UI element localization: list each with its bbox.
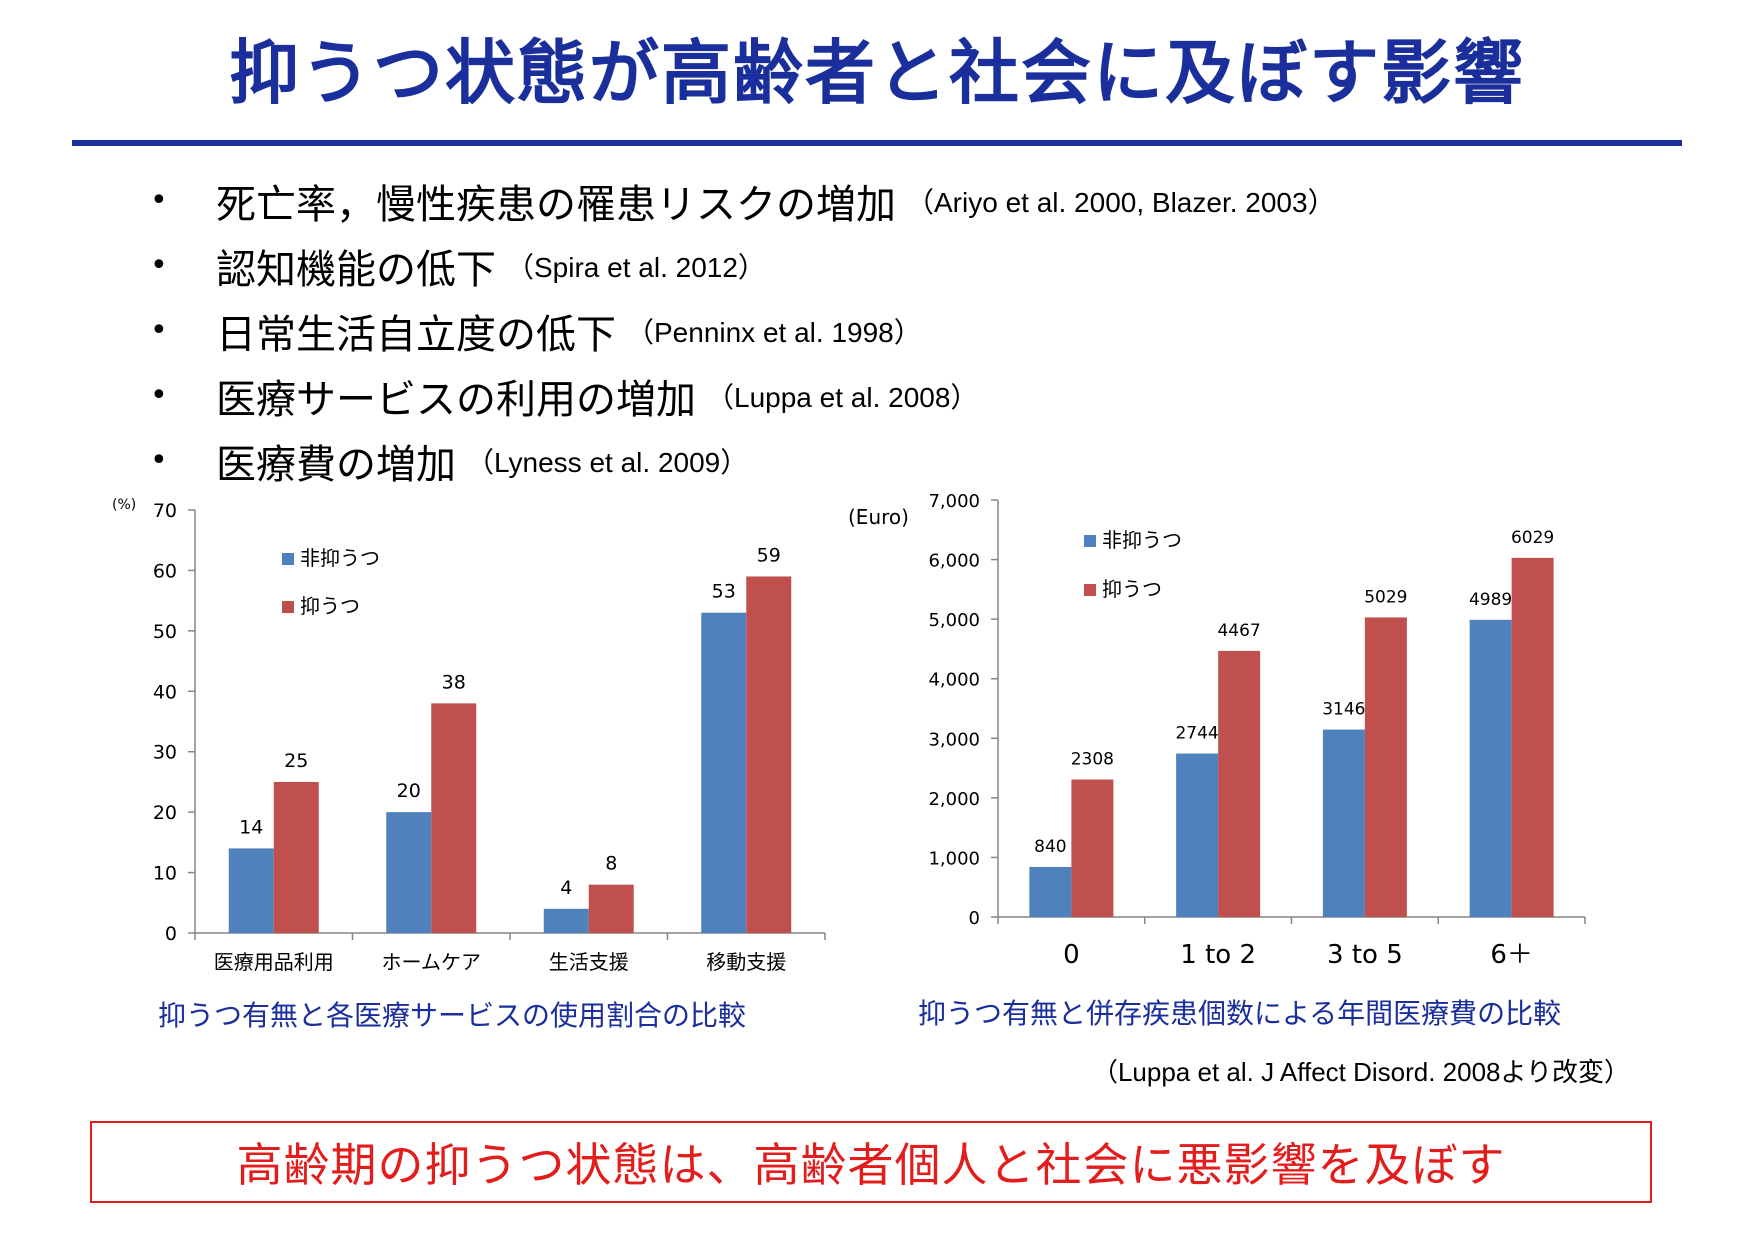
bar [588, 884, 634, 933]
bar [1469, 619, 1512, 917]
bar [701, 612, 747, 933]
y-tick-label: 60 [153, 560, 177, 582]
legend-label: 非抑うつ [300, 546, 380, 570]
bullet-marker: • [150, 378, 168, 413]
y-tick-label: 0 [165, 923, 177, 945]
bullet-citation: （Lyness et al. 2009） [466, 446, 749, 478]
data-label: 2308 [1071, 750, 1114, 770]
y-tick-label: 2,000 [928, 789, 980, 810]
bullet-item: • 認知機能の低下 （Spira et al. 2012） [150, 233, 1336, 298]
y-tick-label: 40 [153, 681, 177, 703]
legend-swatch [282, 553, 294, 565]
bullet-text: 死亡率，慢性疾患の罹患リスクの増加 [216, 181, 896, 228]
legend-label: 非抑うつ [1102, 528, 1182, 552]
data-label: 53 [712, 581, 736, 603]
bullet-item: • 医療サービスの利用の増加 （Luppa et al. 2008） [150, 363, 1336, 428]
bullet-citation: （Penninx et al. 1998） [626, 316, 922, 348]
bullet-marker: • [150, 313, 168, 348]
page-title: 抑うつ状態が高齢者と社会に及ぼす影響 [229, 32, 1525, 114]
data-label: 6029 [1511, 528, 1554, 548]
bullet-text: 医療サービスの利用の増加 [216, 376, 696, 423]
x-category-label: 医療用品利用 [214, 950, 334, 974]
bullet-item: • 日常生活自立度の低下 （Penninx et al. 1998） [150, 298, 1336, 363]
x-category-label: 3 to 5 [1327, 940, 1403, 970]
bar [228, 848, 274, 933]
bar [1218, 650, 1261, 917]
y-tick-label: 20 [153, 802, 177, 824]
y-tick-label: 4,000 [928, 670, 980, 691]
conclusion-text: 高齢期の抑うつ状態は、高齢者個人と社会に悪影響を及ぼす [236, 1138, 1506, 1192]
data-label: 4 [560, 877, 572, 899]
data-label: 840 [1034, 837, 1066, 857]
bullet-citation: （Ariyo et al. 2000, Blazer. 2003） [906, 186, 1336, 218]
bar [1176, 753, 1219, 917]
y-tick-label: 70 [153, 500, 177, 522]
y-tick-label: 30 [153, 742, 177, 764]
bar [431, 703, 477, 933]
bar [1511, 557, 1554, 917]
data-label: 8 [605, 853, 617, 875]
source-citation: （Luppa et al. J Affect Disord. 2008より改変） [1091, 1057, 1630, 1087]
data-label: 25 [284, 750, 308, 772]
bullet-item: • 死亡率，慢性疾患の罹患リスクの増加 （Ariyo et al. 2000, … [150, 168, 1336, 233]
data-label: 4989 [1469, 590, 1512, 610]
bar [746, 576, 792, 933]
bar [1071, 779, 1114, 917]
conclusion-box: 高齢期の抑うつ状態は、高齢者個人と社会に悪影響を及ぼす [90, 1121, 1652, 1203]
title-divider [72, 140, 1682, 146]
bullet-list: • 死亡率，慢性疾患の罹患リスクの増加 （Ariyo et al. 2000, … [150, 168, 1336, 493]
bullet-marker: • [150, 443, 168, 478]
data-label: 4467 [1217, 621, 1260, 641]
y-tick-label: 50 [153, 621, 177, 643]
bar [273, 781, 319, 933]
data-label: 14 [239, 816, 263, 838]
data-label: 5029 [1364, 587, 1407, 607]
x-category-label: 生活支援 [549, 950, 629, 974]
y-tick-label: 5,000 [928, 610, 980, 631]
bullet-text: 認知機能の低下 [216, 246, 496, 293]
legend-label: 抑うつ [300, 594, 360, 618]
y-tick-label: 7,000 [928, 491, 980, 512]
data-label: 38 [442, 671, 466, 693]
bar [1322, 729, 1365, 917]
legend-swatch [1084, 535, 1096, 547]
x-category-label: 6＋ [1490, 940, 1533, 970]
data-label: 3146 [1322, 700, 1365, 720]
bullet-text: 医療費の増加 [216, 441, 456, 488]
bar [1364, 617, 1407, 917]
data-label: 59 [757, 544, 781, 566]
y-unit-label: (%) [112, 497, 136, 513]
y-tick-label: 0 [969, 908, 980, 929]
x-category-label: ホームケア [382, 950, 481, 974]
bullet-citation: （Spira et al. 2012） [506, 251, 766, 283]
x-category-label: 1 to 2 [1180, 940, 1256, 970]
bar [1029, 866, 1072, 917]
legend-swatch [282, 601, 294, 613]
y-tick-label: 6,000 [928, 551, 980, 572]
bar [386, 812, 432, 933]
legend-swatch [1084, 584, 1096, 596]
data-label: 2744 [1175, 724, 1218, 744]
data-label: 20 [397, 780, 421, 802]
service-chart-caption: 抑うつ有無と各医療サービスの使用割合の比較 [158, 999, 747, 1032]
legend-label: 抑うつ [1102, 577, 1162, 601]
y-tick-label: 10 [153, 863, 177, 885]
x-category-label: 0 [1063, 940, 1080, 970]
x-category-label: 移動支援 [706, 950, 786, 974]
bullet-citation: （Luppa et al. 2008） [706, 381, 979, 413]
bullet-marker: • [150, 248, 168, 283]
y-tick-label: 3,000 [928, 729, 980, 750]
cost-chart-caption: 抑うつ有無と併存疾患個数による年間医療費の比較 [918, 997, 1562, 1030]
y-tick-label: 1,000 [928, 848, 980, 869]
bullet-item: • 医療費の増加 （Lyness et al. 2009） [150, 428, 1336, 493]
bullet-marker: • [150, 183, 168, 218]
bar [543, 908, 589, 933]
y-unit-label: (Euro) [848, 505, 909, 529]
bullet-text: 日常生活自立度の低下 [216, 311, 616, 358]
